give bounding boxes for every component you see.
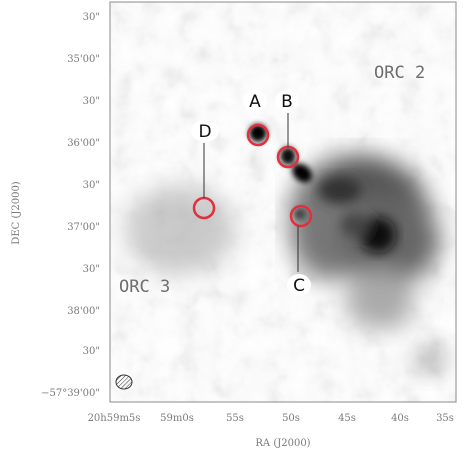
plot-frame bbox=[109, 1, 457, 403]
source-label-c: C bbox=[293, 276, 305, 296]
x-tick-label: 35s bbox=[436, 413, 454, 424]
x-tick-label: 40s bbox=[391, 413, 409, 424]
beam-ellipse bbox=[115, 374, 133, 390]
orc3-diffuse-emission bbox=[125, 185, 445, 372]
y-tick-label: 30" bbox=[83, 96, 100, 107]
source-circle-c bbox=[289, 204, 313, 228]
source-circle-a bbox=[246, 123, 270, 147]
y-tick-label: 30" bbox=[83, 180, 100, 191]
x-axis-title: RA (J2000) bbox=[255, 438, 310, 449]
y-tick-label: 37'00" bbox=[67, 222, 100, 233]
radio-image bbox=[110, 2, 456, 402]
y-tick-labels: 30" 35'00" 30" 36'00" 30" 37'00" 30" 38'… bbox=[41, 12, 100, 399]
bright-jet bbox=[249, 124, 312, 220]
y-tick-label: 30" bbox=[83, 12, 100, 23]
y-tick-label: 30" bbox=[83, 346, 100, 357]
label-bg-d bbox=[191, 120, 219, 142]
y-axis-title: DEC (J2000) bbox=[11, 181, 22, 245]
source-label-a: A bbox=[249, 92, 261, 112]
x-tick-label: 59m0s bbox=[160, 413, 194, 424]
source-label-b: B bbox=[281, 92, 293, 112]
y-tick-label: 36'00" bbox=[67, 138, 100, 149]
y-tick-label: 38'00" bbox=[67, 306, 100, 317]
x-tick-label: 55s bbox=[226, 413, 244, 424]
label-bg-b bbox=[275, 90, 299, 112]
x-tick-label: 45s bbox=[338, 413, 356, 424]
orc2-bright-core bbox=[318, 176, 396, 253]
x-tick-label: 20h59m5s bbox=[88, 413, 141, 424]
y-tick-label: 30" bbox=[83, 264, 100, 275]
orc2-label: ORC 2 bbox=[374, 63, 425, 83]
y-tick-label: −57°39'00" bbox=[41, 388, 100, 399]
x-tick-label: 50s bbox=[282, 413, 300, 424]
x-tick-labels: 20h59m5s 59m0s 55s 50s 45s 40s 35s bbox=[88, 413, 454, 424]
y-tick-label: 35'00" bbox=[67, 54, 100, 65]
source-label-d: D bbox=[198, 122, 211, 142]
orc3-label: ORC 3 bbox=[119, 277, 170, 297]
label-bg-c bbox=[287, 274, 311, 296]
label-bg-a bbox=[243, 90, 267, 112]
